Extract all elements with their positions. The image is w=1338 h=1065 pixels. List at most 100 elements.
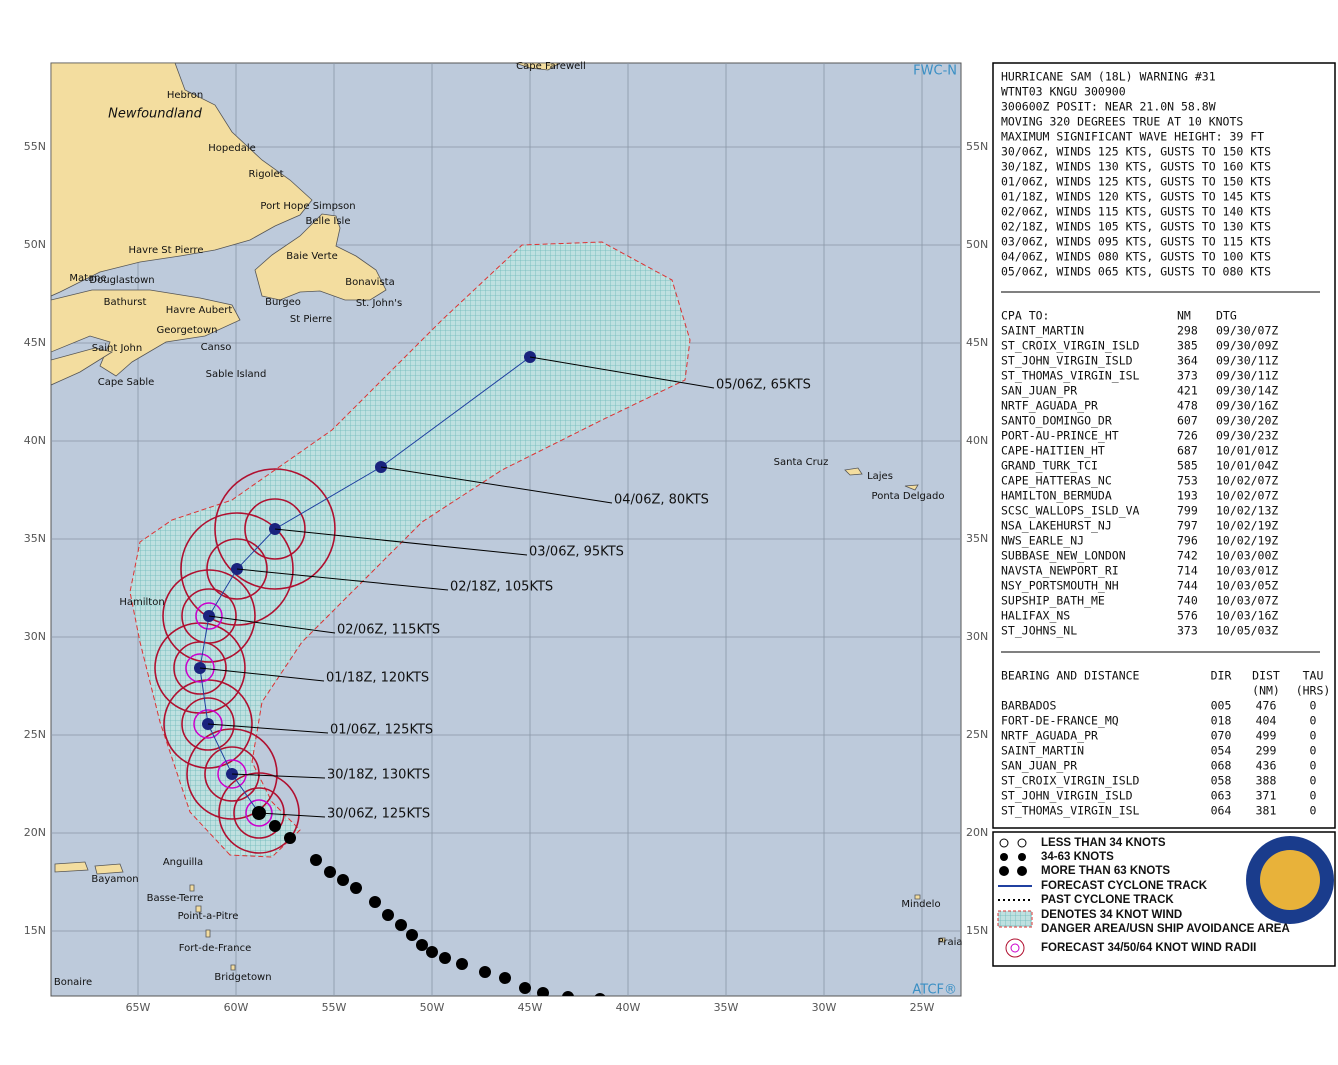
table-text: 742 bbox=[1177, 549, 1198, 563]
place-label: Saint John bbox=[92, 343, 142, 354]
place-label: Georgetown bbox=[156, 325, 217, 336]
table-text: 10/03/05Z bbox=[1216, 579, 1278, 593]
table-text: 09/30/20Z bbox=[1216, 414, 1278, 428]
place-label: St. John's bbox=[356, 298, 402, 309]
table-text: 02/18Z, WINDS 105 KTS, GUSTS TO 130 KTS bbox=[1001, 220, 1271, 234]
past-point bbox=[416, 939, 428, 951]
lon-label: 35W bbox=[714, 1001, 739, 1014]
legend-label: LESS THAN 34 KNOTS bbox=[1041, 837, 1166, 849]
past-point bbox=[406, 929, 418, 941]
table-text: 687 bbox=[1177, 444, 1198, 458]
table-text: 300600Z POSIT: NEAR 21.0N 58.8W bbox=[1001, 100, 1216, 114]
past-point bbox=[439, 952, 451, 964]
lat-label: 25N bbox=[24, 728, 46, 741]
place-label: St Pierre bbox=[290, 314, 332, 325]
leader-line bbox=[231, 773, 326, 779]
table-text: 064 bbox=[1211, 804, 1232, 818]
lon-label: 40W bbox=[616, 1001, 641, 1014]
table-text: 478 bbox=[1177, 399, 1198, 413]
legend-label: 34-63 KNOTS bbox=[1041, 851, 1114, 863]
table-text: 05/06Z, WINDS 065 KTS, GUSTS TO 080 KTS bbox=[1001, 265, 1271, 279]
table-text: NM bbox=[1177, 309, 1191, 323]
table-text: 714 bbox=[1177, 564, 1198, 578]
legend: LESS THAN 34 KNOTS 34-63 KNOTS MORE THAN 6… bbox=[1041, 837, 1290, 954]
table-text: 796 bbox=[1177, 534, 1198, 548]
place-label: Canso bbox=[201, 342, 232, 353]
legend-label: DANGER AREA/USN SHIP AVOIDANCE AREA bbox=[1041, 923, 1290, 935]
table-text: 058 bbox=[1211, 774, 1232, 788]
past-point bbox=[269, 820, 281, 832]
lat-label: 50N bbox=[24, 238, 46, 251]
corner-label: ATCF® bbox=[912, 983, 957, 998]
danger-area bbox=[129, 241, 691, 858]
legend-label: MORE THAN 63 KNOTS bbox=[1041, 865, 1170, 877]
table-text: 09/30/11Z bbox=[1216, 354, 1278, 368]
table-text: 10/02/07Z bbox=[1216, 474, 1278, 488]
past-point bbox=[562, 991, 574, 996]
table-text: DTG bbox=[1216, 309, 1237, 323]
place-label: Basse-Terre bbox=[147, 893, 204, 904]
past-point bbox=[519, 982, 531, 994]
table-text: CPA TO: bbox=[1001, 309, 1049, 323]
corner-label: FWC-N bbox=[913, 64, 957, 79]
table-text: 054 bbox=[1211, 744, 1232, 758]
past-point bbox=[337, 874, 349, 886]
lat-label: 50N bbox=[966, 238, 988, 251]
lat-label: 35N bbox=[24, 532, 46, 545]
table-text: 373 bbox=[1177, 369, 1198, 383]
table-text: 09/30/16Z bbox=[1216, 399, 1278, 413]
table-text: WTNT03 KNGU 300900 bbox=[1001, 85, 1126, 99]
table-text: 10/02/19Z bbox=[1216, 519, 1278, 533]
table-text: NWS_EARLE_NJ bbox=[1001, 534, 1084, 548]
table-text: 381 bbox=[1256, 804, 1277, 818]
leader-line bbox=[208, 615, 336, 634]
table-text: 585 bbox=[1177, 459, 1198, 473]
lon-label: 60W bbox=[224, 1001, 249, 1014]
table-text: 0 bbox=[1310, 774, 1317, 788]
table-text: 0 bbox=[1310, 789, 1317, 803]
table-text: 373 bbox=[1177, 624, 1198, 638]
table-text: 03/06Z, WINDS 095 KTS, GUSTS TO 115 KTS bbox=[1001, 235, 1271, 249]
past-track bbox=[252, 806, 606, 996]
table-text: 421 bbox=[1177, 384, 1198, 398]
table-text: DIST bbox=[1252, 669, 1280, 683]
place-label: Baie Verte bbox=[286, 251, 338, 262]
table-text: 607 bbox=[1177, 414, 1198, 428]
past-point bbox=[350, 882, 362, 894]
lat-label: 55N bbox=[24, 140, 46, 153]
lat-label: 20N bbox=[966, 826, 988, 839]
leader-line bbox=[207, 723, 329, 734]
leader-line bbox=[529, 356, 715, 389]
places: Cape Farewell Hebron Newfoundland Hopedale R… bbox=[54, 61, 963, 988]
table-text: 063 bbox=[1211, 789, 1232, 803]
place-label: Santa Cruz bbox=[774, 457, 829, 468]
lat-label: 55N bbox=[966, 140, 988, 153]
past-point bbox=[284, 832, 296, 844]
place-label: Bonaire bbox=[54, 977, 92, 988]
forecast-label: 01/06Z, 125KTS bbox=[330, 723, 433, 738]
table-text: 476 bbox=[1256, 699, 1277, 713]
lat-label: 45N bbox=[966, 336, 988, 349]
table-text: SAINT_MARTIN bbox=[1001, 324, 1084, 338]
place-label: Hebron bbox=[167, 90, 203, 101]
place-label: Cape Sable bbox=[98, 377, 155, 388]
leader-line bbox=[380, 466, 613, 504]
table-text: DIR bbox=[1211, 669, 1232, 683]
table-text: 09/30/14Z bbox=[1216, 384, 1278, 398]
table-text: 797 bbox=[1177, 519, 1198, 533]
table-text: ST_THOMAS_VIRGIN_ISL bbox=[1001, 804, 1140, 818]
table-text: ST_CROIX_VIRGIN_ISLD bbox=[1001, 339, 1140, 353]
table-text: 364 bbox=[1177, 354, 1198, 368]
forecast-labels: 05/06Z, 65KTS 04/06Z, 80KTS 03/06Z, 95KTS 0… bbox=[199, 356, 811, 822]
table-text: 30/18Z, WINDS 130 KTS, GUSTS TO 160 KTS bbox=[1001, 160, 1271, 174]
lon-label: 50W bbox=[420, 1001, 445, 1014]
lat-label: 30N bbox=[966, 630, 988, 643]
place-label: Douglastown bbox=[89, 275, 154, 286]
table-text: HURRICANE SAM (18L) WARNING #31 bbox=[1001, 70, 1216, 84]
legend-label: FORECAST 34/50/64 KNOT WIND RADII bbox=[1041, 942, 1256, 954]
place-label: Praia bbox=[938, 937, 963, 948]
table-text: 10/02/13Z bbox=[1216, 504, 1278, 518]
legend-label: DENOTES 34 KNOT WIND bbox=[1041, 909, 1182, 921]
past-point bbox=[479, 966, 491, 978]
lon-label: 30W bbox=[812, 1001, 837, 1014]
